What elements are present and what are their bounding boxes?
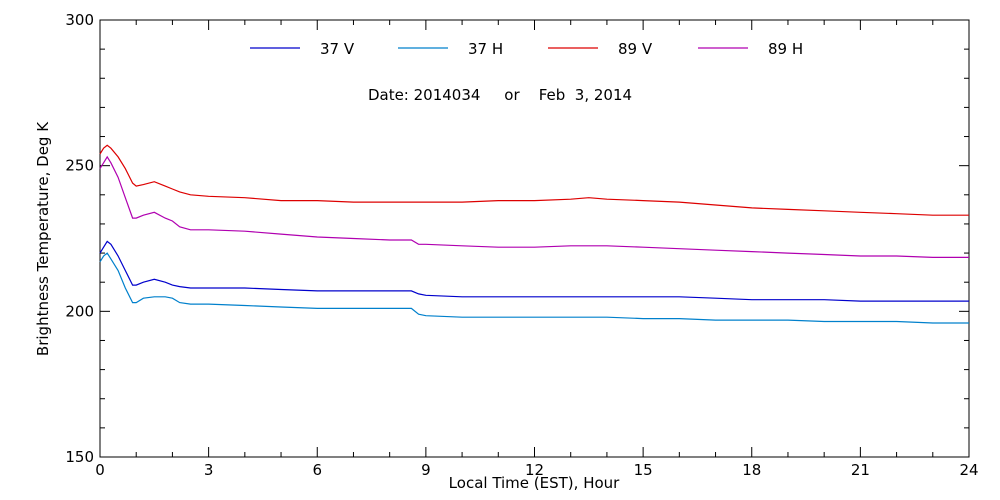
date-annotation: Date: 2014034 or Feb 3, 2014 (368, 86, 632, 104)
series-line-37-h (99, 252, 969, 324)
x-tick-label: 18 (742, 461, 761, 479)
series-lines (99, 144, 969, 324)
y-tick-label: 300 (65, 11, 94, 29)
legend-label: 37 H (468, 40, 503, 58)
x-tick-label: 24 (959, 461, 978, 479)
y-axis-title: Brightness Temperature, Deg K (34, 121, 52, 356)
legend-label: 37 V (320, 40, 355, 58)
legend-label: 89 V (618, 40, 653, 58)
x-tick-label: 3 (204, 461, 214, 479)
x-tick-label: 0 (95, 461, 105, 479)
axis-ticks: 0 3 6 9 12 15 18 21 24 150 200 250 300 (65, 11, 978, 479)
x-axis-title: Local Time (EST), Hour (449, 474, 620, 492)
series-line-37-v (99, 240, 969, 302)
x-tick-label: 6 (312, 461, 322, 479)
x-tick-label: 12 (525, 461, 544, 479)
x-tick-label: 15 (634, 461, 653, 479)
x-tick-label: 9 (421, 461, 431, 479)
y-tick-label: 250 (65, 157, 94, 175)
x-tick-label: 21 (851, 461, 870, 479)
series-line-89-h (99, 155, 969, 258)
series-line-89-v (99, 144, 969, 216)
y-tick-label: 150 (65, 448, 94, 466)
y-tick-label: 200 (65, 302, 94, 320)
legend: 37 V 37 H 89 V 89 H (250, 40, 803, 58)
legend-label: 89 H (768, 40, 803, 58)
